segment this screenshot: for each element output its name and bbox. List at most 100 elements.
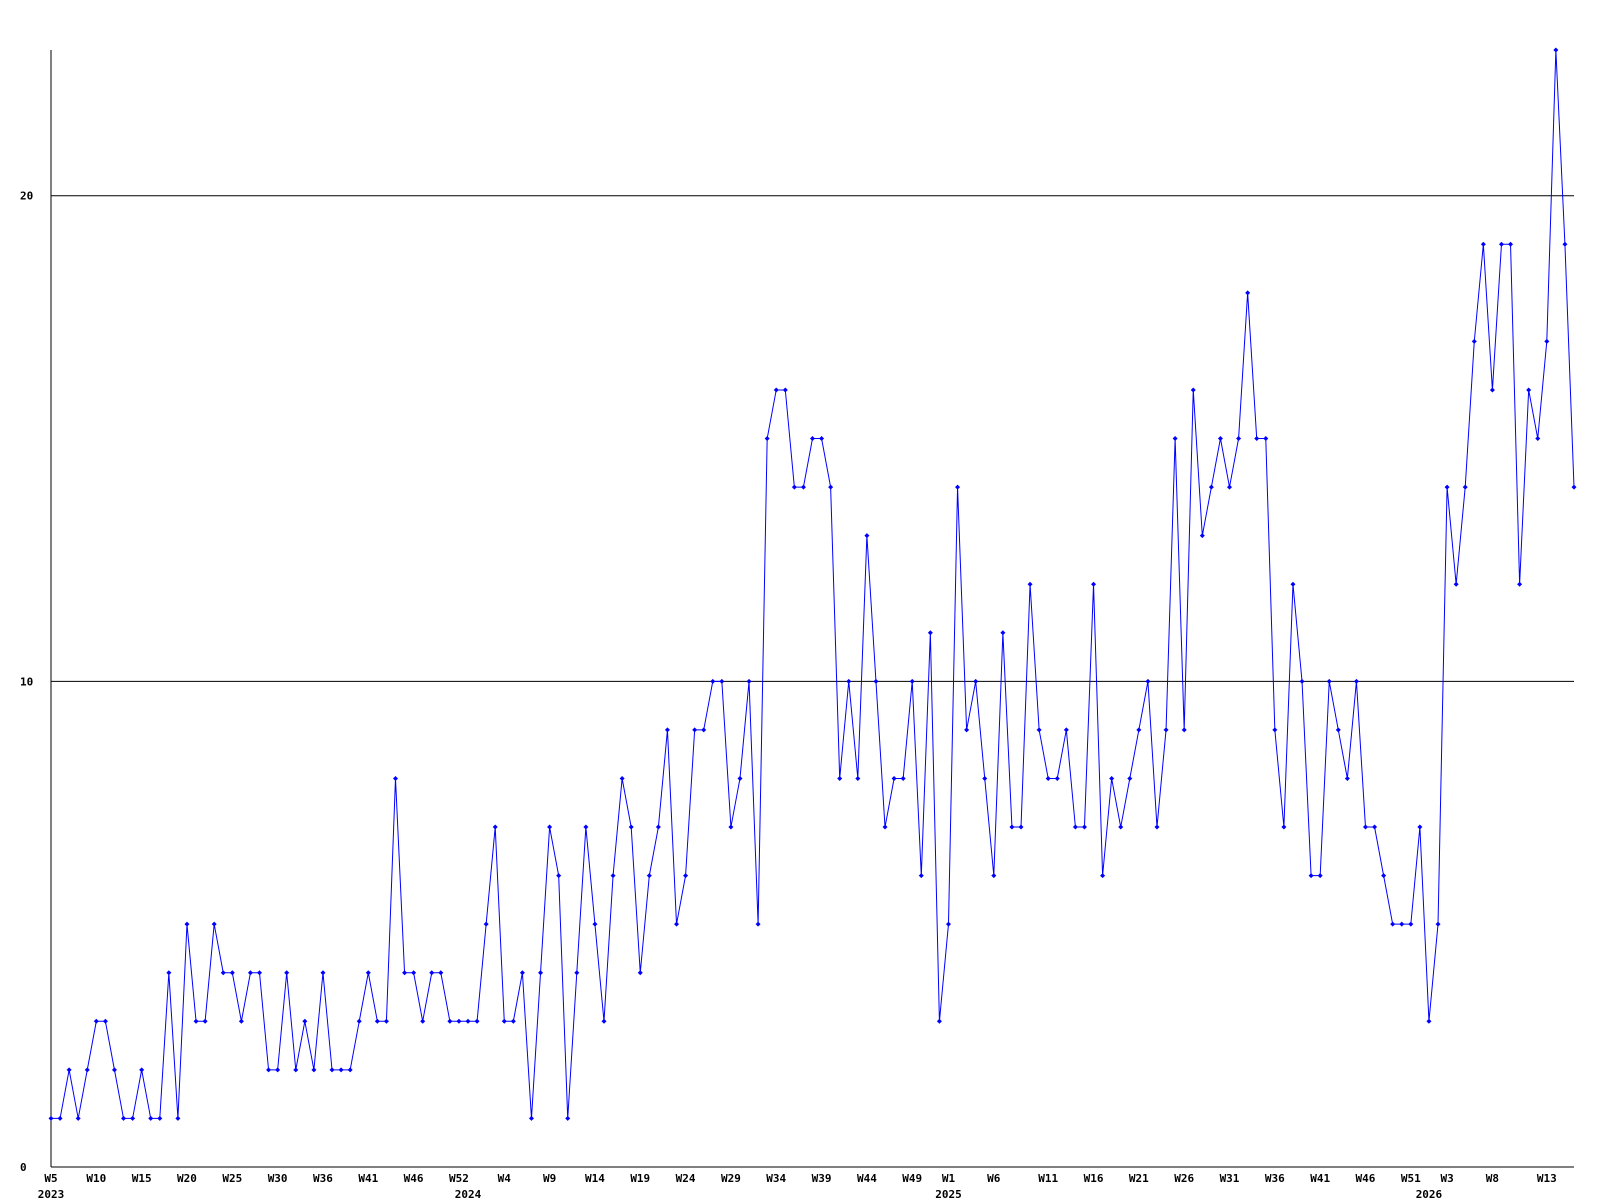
x-tick-label: W13 xyxy=(1537,1172,1557,1185)
data-point xyxy=(1489,387,1495,393)
data-point xyxy=(846,678,852,684)
data-point xyxy=(1335,727,1341,733)
data-point xyxy=(1036,727,1042,733)
data-point xyxy=(1372,824,1378,830)
data-point xyxy=(1109,775,1115,781)
y-tick-label: 20 xyxy=(20,190,33,203)
y-tick-label: 10 xyxy=(20,675,33,688)
x-tick-label: W15 xyxy=(132,1172,152,1185)
x-tick-label: W36 xyxy=(1265,1172,1285,1185)
data-point xyxy=(964,727,970,733)
data-point xyxy=(873,678,879,684)
data-point xyxy=(628,824,634,830)
x-tick-label: W5 xyxy=(44,1172,57,1185)
x-tick-label: W10 xyxy=(86,1172,106,1185)
data-point xyxy=(1236,436,1242,442)
data-point xyxy=(402,970,408,976)
x-tick-label: W30 xyxy=(268,1172,288,1185)
data-point xyxy=(1145,678,1151,684)
data-point xyxy=(1272,727,1278,733)
x-tick-label: W41 xyxy=(1310,1172,1330,1185)
data-point xyxy=(293,1067,299,1073)
data-point xyxy=(311,1067,317,1073)
data-point xyxy=(211,921,217,927)
data-point xyxy=(1517,581,1523,587)
x-tick-label: W25 xyxy=(222,1172,242,1185)
x-tick-label: W24 xyxy=(676,1172,696,1185)
data-point xyxy=(1163,727,1169,733)
data-point xyxy=(48,1115,54,1121)
data-point xyxy=(900,775,906,781)
x-tick-label: W21 xyxy=(1129,1172,1149,1185)
data-point xyxy=(1190,387,1196,393)
y-tick-label: 0 xyxy=(20,1161,27,1174)
data-point xyxy=(810,436,815,442)
data-point xyxy=(583,824,589,830)
data-point xyxy=(75,1115,81,1121)
data-point xyxy=(538,970,544,976)
x-tick-label: W9 xyxy=(543,1172,556,1185)
data-point xyxy=(1526,387,1532,393)
x-tick-label: W34 xyxy=(766,1172,786,1185)
data-point xyxy=(837,775,843,781)
x-tick-label: W16 xyxy=(1084,1172,1104,1185)
data-point xyxy=(411,970,417,976)
data-point xyxy=(1081,824,1087,830)
data-point xyxy=(1072,824,1078,830)
data-point xyxy=(819,436,825,442)
data-point xyxy=(320,970,326,976)
data-point xyxy=(392,775,398,781)
data-point xyxy=(1553,47,1559,53)
data-point xyxy=(1435,921,1441,927)
data-point xyxy=(1127,775,1133,781)
x-tick-label: W26 xyxy=(1174,1172,1194,1185)
data-point xyxy=(148,1115,154,1121)
x-tick-label: W1 xyxy=(942,1172,956,1185)
data-point xyxy=(257,970,263,976)
data-point xyxy=(1390,921,1396,927)
data-point xyxy=(855,775,861,781)
data-point xyxy=(519,970,525,976)
data-point xyxy=(982,775,988,781)
data-point xyxy=(374,1018,380,1024)
data-point xyxy=(1009,824,1015,830)
data-point xyxy=(1045,775,1051,781)
data-point xyxy=(329,1067,335,1073)
data-point xyxy=(882,824,888,830)
data-point xyxy=(1172,436,1178,442)
data-point xyxy=(1118,824,1124,830)
x-tick-label: W20 xyxy=(177,1172,197,1185)
x-tick-label: W41 xyxy=(358,1172,378,1185)
data-point xyxy=(1381,873,1387,879)
data-point xyxy=(284,970,290,976)
x-tick-label: W44 xyxy=(857,1172,877,1185)
data-point xyxy=(66,1067,72,1073)
data-point xyxy=(927,630,933,636)
x-tick-label: W14 xyxy=(585,1172,605,1185)
data-point xyxy=(945,921,951,927)
x-tick-label: W29 xyxy=(721,1172,741,1185)
data-point xyxy=(492,824,498,830)
data-point xyxy=(918,873,924,879)
data-point xyxy=(1000,630,1006,636)
data-point xyxy=(1480,241,1486,247)
data-point xyxy=(1317,873,1323,879)
data-point xyxy=(574,970,580,976)
data-point xyxy=(1245,290,1251,296)
data-point xyxy=(1227,484,1233,490)
data-point xyxy=(619,775,625,781)
x-tick-label: W4 xyxy=(498,1172,512,1185)
x-tick-label: W19 xyxy=(630,1172,650,1185)
data-point xyxy=(465,1018,471,1024)
data-point xyxy=(746,678,752,684)
data-point xyxy=(1308,873,1314,879)
data-point xyxy=(755,921,761,927)
data-point xyxy=(447,1018,453,1024)
data-point xyxy=(111,1067,117,1073)
data-point xyxy=(1326,678,1332,684)
data-line xyxy=(51,49,1575,1119)
data-point xyxy=(973,678,979,684)
data-point xyxy=(1290,581,1296,587)
data-point xyxy=(1281,824,1287,830)
